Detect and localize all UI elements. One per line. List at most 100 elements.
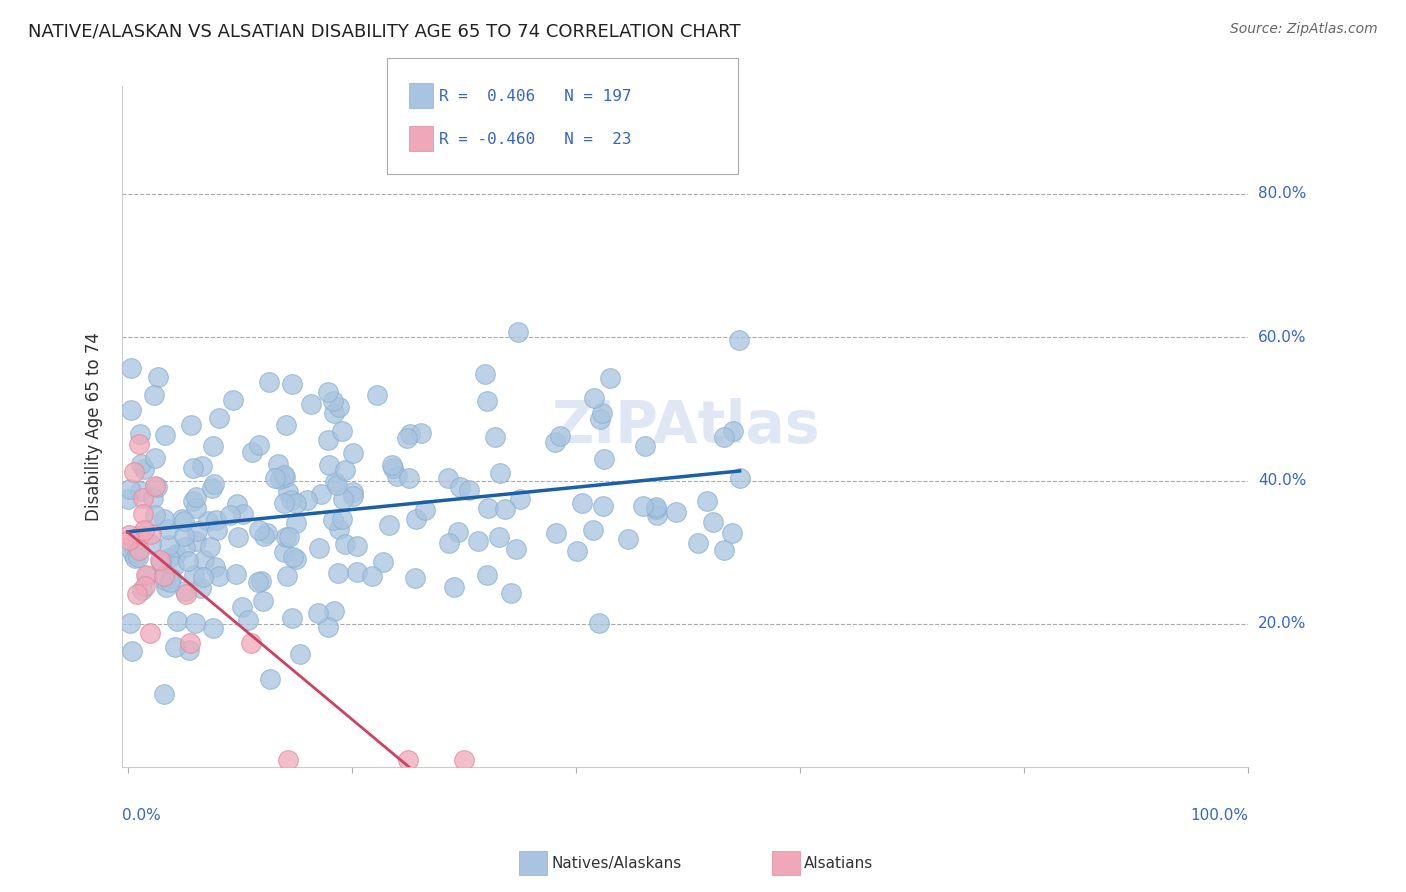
Point: [411, 426, 433, 441]
Point: [333, 463, 356, 477]
Point: [437, 535, 460, 549]
Point: [204, 560, 226, 574]
Point: [323, 475, 346, 490]
Point: [273, 496, 295, 510]
Point: [645, 508, 668, 522]
Point: [266, 458, 288, 472]
Point: [173, 514, 195, 528]
Point: [179, 636, 201, 650]
Point: [548, 429, 571, 443]
Point: [186, 500, 208, 515]
Point: [634, 439, 657, 453]
Point: [183, 461, 205, 475]
Point: [128, 542, 150, 557]
Text: 60.0%: 60.0%: [1258, 330, 1306, 344]
Point: [592, 499, 614, 513]
Point: [318, 458, 340, 472]
Point: [308, 541, 330, 556]
Point: [475, 567, 498, 582]
Point: [163, 640, 186, 654]
Point: [120, 360, 142, 375]
Point: [346, 565, 368, 579]
Point: [128, 437, 150, 451]
Point: [157, 522, 180, 536]
Point: [583, 391, 606, 405]
Point: [238, 613, 260, 627]
Point: [322, 393, 344, 408]
Point: [721, 526, 744, 541]
Point: [330, 425, 353, 439]
Point: [721, 425, 744, 439]
Point: [149, 553, 172, 567]
Text: 0.0%: 0.0%: [122, 808, 160, 823]
Point: [186, 524, 208, 538]
Point: [190, 581, 212, 595]
Point: [457, 483, 479, 497]
Point: [332, 491, 354, 506]
Point: [202, 439, 225, 453]
Point: [146, 370, 169, 384]
Point: [665, 505, 688, 519]
Point: [297, 492, 319, 507]
Point: [342, 484, 364, 499]
Point: [256, 526, 278, 541]
Point: [484, 430, 506, 444]
Point: [132, 491, 155, 505]
Point: [274, 469, 297, 483]
Point: [378, 517, 401, 532]
Point: [127, 586, 149, 600]
Point: [713, 543, 735, 558]
Point: [143, 508, 166, 523]
Point: [326, 478, 349, 492]
Point: [387, 468, 409, 483]
Point: [221, 393, 243, 408]
Point: [443, 580, 465, 594]
Point: [247, 523, 270, 537]
Point: [127, 549, 149, 564]
Point: [183, 568, 205, 582]
Point: [328, 401, 350, 415]
Point: [120, 616, 142, 631]
Point: [413, 503, 436, 517]
Point: [134, 579, 156, 593]
Point: [505, 541, 527, 556]
Y-axis label: Disability Age 65 to 74: Disability Age 65 to 74: [86, 333, 103, 521]
Point: [591, 406, 613, 420]
Point: [276, 418, 298, 433]
Point: [307, 606, 329, 620]
Point: [399, 426, 422, 441]
Point: [342, 446, 364, 460]
Point: [141, 537, 163, 551]
Point: [264, 471, 287, 485]
Point: [166, 614, 188, 628]
Point: [332, 512, 354, 526]
Point: [273, 468, 295, 483]
Point: [170, 512, 193, 526]
Point: [142, 388, 165, 402]
Point: [581, 523, 603, 537]
Point: [253, 529, 276, 543]
Point: [360, 568, 382, 582]
Point: [252, 594, 274, 608]
Point: [283, 549, 305, 564]
Point: [131, 507, 153, 521]
Point: [201, 481, 224, 495]
Point: [153, 568, 176, 582]
Point: [232, 507, 254, 521]
Point: [274, 530, 297, 544]
Point: [396, 753, 419, 767]
Point: [396, 431, 419, 445]
Point: [197, 514, 219, 528]
Point: [436, 471, 458, 485]
Point: [226, 530, 249, 544]
Point: [124, 551, 146, 566]
Point: [571, 496, 593, 510]
Point: [285, 516, 308, 530]
Point: [593, 451, 616, 466]
Point: [117, 492, 139, 507]
Point: [288, 647, 311, 661]
Text: NATIVE/ALASKAN VS ALSATIAN DISABILITY AGE 65 TO 74 CORRELATION CHART: NATIVE/ALASKAN VS ALSATIAN DISABILITY AG…: [28, 22, 741, 40]
Point: [299, 397, 322, 411]
Point: [155, 573, 177, 587]
Point: [135, 568, 157, 582]
